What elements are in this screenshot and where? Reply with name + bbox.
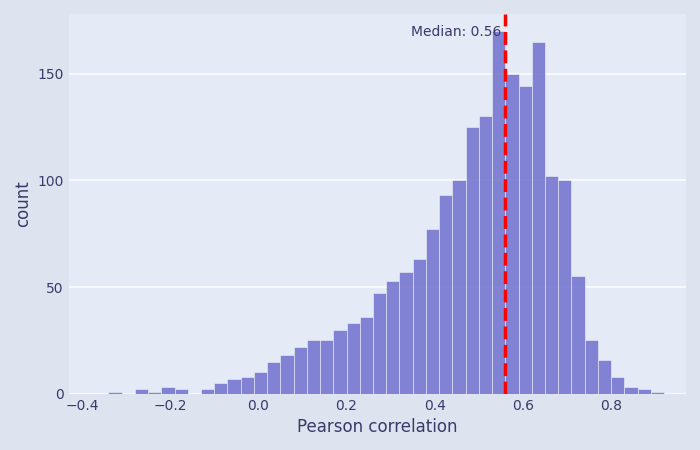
Bar (598, 360, 611, 394)
Bar (426, 230, 439, 394)
Bar (201, 389, 214, 394)
Bar (320, 340, 333, 394)
Bar (571, 276, 584, 394)
Bar (558, 180, 571, 394)
Bar (135, 389, 148, 394)
Bar (413, 259, 426, 394)
Bar (584, 340, 598, 394)
Bar (400, 272, 413, 394)
Y-axis label: count: count (14, 180, 32, 227)
X-axis label: Pearson correlation: Pearson correlation (297, 418, 458, 436)
Bar (281, 356, 293, 394)
Bar (228, 379, 241, 394)
Bar (307, 340, 320, 394)
Bar (293, 347, 307, 394)
Bar (479, 116, 492, 394)
Bar (638, 389, 651, 394)
Bar (519, 86, 532, 394)
Bar (545, 176, 558, 394)
Bar (148, 392, 161, 394)
Bar (624, 387, 638, 394)
Bar (346, 323, 360, 394)
Bar (360, 317, 373, 394)
Text: Median: 0.56: Median: 0.56 (410, 25, 501, 39)
Bar (333, 330, 346, 394)
Bar (267, 362, 281, 394)
Bar (214, 383, 228, 394)
Bar (611, 377, 624, 394)
Bar (386, 281, 400, 394)
Bar (651, 392, 664, 394)
Bar (254, 372, 267, 394)
Bar (439, 195, 452, 394)
Bar (174, 389, 188, 394)
Bar (161, 387, 174, 394)
Bar (108, 392, 122, 394)
Bar (241, 377, 254, 394)
Bar (492, 31, 505, 394)
Bar (505, 74, 519, 394)
Bar (452, 180, 466, 394)
Bar (373, 293, 386, 394)
Bar (532, 42, 545, 394)
Bar (466, 127, 479, 394)
